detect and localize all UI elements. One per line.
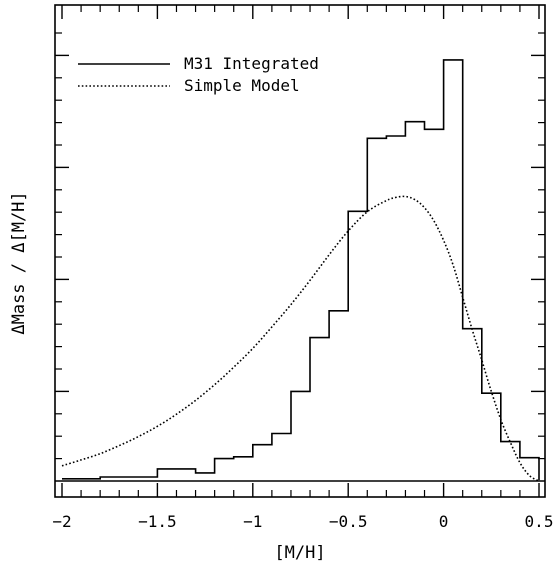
curve-simple-model xyxy=(61,195,540,482)
histogram-bin xyxy=(157,468,176,470)
histogram-bin xyxy=(81,478,100,480)
histogram-bin xyxy=(482,392,501,394)
x-tick-label: −0.5 xyxy=(329,512,368,531)
legend-label-m31: M31 Integrated xyxy=(184,54,319,73)
x-tick-label: 0 xyxy=(439,512,449,531)
series-layer xyxy=(61,59,540,482)
x-axis-label: [M/H] xyxy=(274,543,325,563)
histogram-bin xyxy=(386,135,405,137)
histogram-m31-integrated xyxy=(62,59,540,481)
histogram-bin xyxy=(234,456,253,458)
histogram-bin xyxy=(520,457,539,459)
histogram-bin xyxy=(62,478,81,480)
histogram-bin xyxy=(253,444,272,446)
x-tick-label: −1.5 xyxy=(138,512,177,531)
legend: M31 Integrated Simple Model xyxy=(78,54,319,95)
histogram-bin xyxy=(196,472,215,474)
histogram-bin xyxy=(310,337,329,339)
histogram-bin xyxy=(444,59,463,61)
histogram-bin xyxy=(138,476,157,478)
histogram-bin xyxy=(329,310,348,312)
histogram-bin xyxy=(215,458,234,460)
legend-label-simple-model: Simple Model xyxy=(184,76,300,95)
x-tick-label: −1 xyxy=(243,512,262,531)
x-tick-label: −2 xyxy=(52,512,71,531)
histogram-bin xyxy=(405,121,424,123)
histogram-bin xyxy=(348,210,367,212)
histogram-bin xyxy=(425,128,444,130)
histogram-bin xyxy=(176,468,195,470)
y-axis-label: ΔMass / Δ[M/H] xyxy=(9,191,29,334)
histogram-bin xyxy=(367,137,386,139)
histogram-bin xyxy=(119,476,138,478)
plot-frame xyxy=(54,4,546,498)
histogram-bin xyxy=(272,433,291,435)
x-tick-label: 0.5 xyxy=(525,512,554,531)
histogram-bin xyxy=(291,390,310,392)
x-axis-ticks: −2 −1.5 −1 −0.5 0 0.5 xyxy=(52,5,553,531)
histogram-bin xyxy=(100,476,119,478)
y-axis-ticks xyxy=(55,32,545,460)
